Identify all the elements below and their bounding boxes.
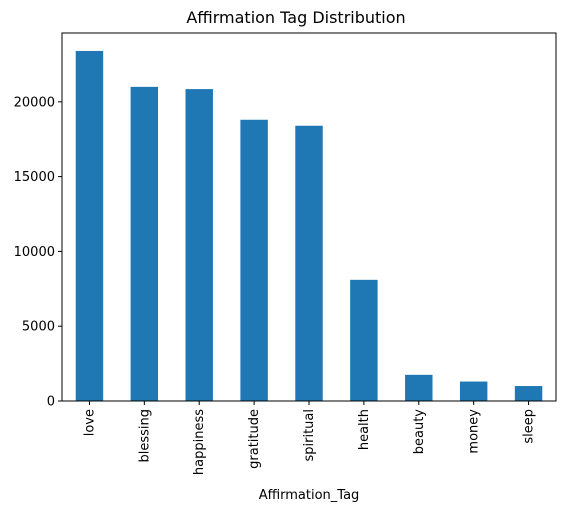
x-tick-label-sleep: sleep — [522, 409, 537, 444]
bar-gratitude — [240, 119, 268, 402]
bars-group — [75, 50, 543, 402]
bar-health — [350, 279, 378, 401]
x-axis-label: Affirmation_Tag — [259, 488, 360, 503]
bar-spiritual — [295, 125, 323, 401]
x-tick-label-love: love — [82, 409, 97, 436]
x-tick-label-happiness: happiness — [192, 409, 207, 475]
bar-beauty — [405, 374, 433, 401]
y-tick-label-15000: 15000 — [14, 170, 55, 185]
bar-sleep — [514, 386, 543, 401]
y-tick-label-10000: 10000 — [14, 245, 55, 260]
x-tick-label-money: money — [467, 409, 482, 454]
bar-money — [459, 381, 488, 401]
bar-blessing — [130, 86, 159, 401]
bar-happiness — [185, 89, 213, 401]
x-axis: love blessing happiness gratitude spiritual h… — [82, 401, 537, 475]
plot-frame — [61, 32, 557, 402]
y-axis: 0 5000 10000 15000 20000 — [14, 95, 62, 410]
x-tick-label-gratitude: gratitude — [247, 409, 262, 469]
x-tick-label-spiritual: spiritual — [302, 409, 317, 462]
y-tick-label-20000: 20000 — [14, 95, 55, 110]
y-tick-label-5000: 5000 — [22, 320, 55, 335]
y-tick-label-0: 0 — [47, 395, 55, 410]
x-tick-label-blessing: blessing — [137, 409, 152, 463]
x-tick-label-health: health — [357, 409, 372, 450]
chart-title: Affirmation Tag Distribution — [186, 8, 405, 27]
bar-love — [75, 50, 104, 401]
x-tick-label-beauty: beauty — [412, 409, 427, 455]
